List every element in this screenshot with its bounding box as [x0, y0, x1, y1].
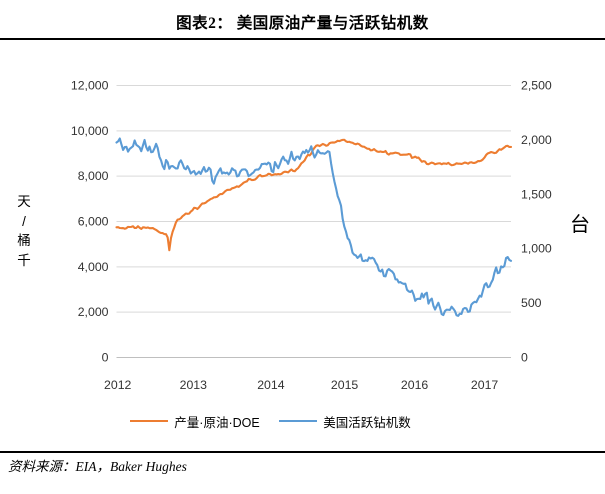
svg-text:4,000: 4,000 [78, 260, 109, 274]
svg-text:8,000: 8,000 [78, 169, 109, 183]
svg-text:2012: 2012 [104, 378, 132, 392]
svg-text:2013: 2013 [180, 378, 208, 392]
svg-text:10,000: 10,000 [71, 124, 109, 138]
svg-text:2017: 2017 [471, 378, 499, 392]
svg-text:0: 0 [102, 351, 109, 365]
svg-text:6,000: 6,000 [78, 215, 109, 229]
svg-text:1,500: 1,500 [521, 187, 552, 201]
svg-text:2014: 2014 [257, 378, 285, 392]
svg-text:2015: 2015 [331, 378, 359, 392]
svg-text:2,500: 2,500 [521, 79, 552, 93]
svg-text:2,000: 2,000 [78, 305, 109, 319]
svg-text:1,000: 1,000 [521, 242, 552, 256]
svg-text:2,000: 2,000 [521, 133, 552, 147]
svg-text:12,000: 12,000 [71, 79, 109, 93]
svg-text:500: 500 [521, 296, 542, 310]
svg-text:2016: 2016 [401, 378, 429, 392]
svg-text:0: 0 [521, 351, 528, 365]
